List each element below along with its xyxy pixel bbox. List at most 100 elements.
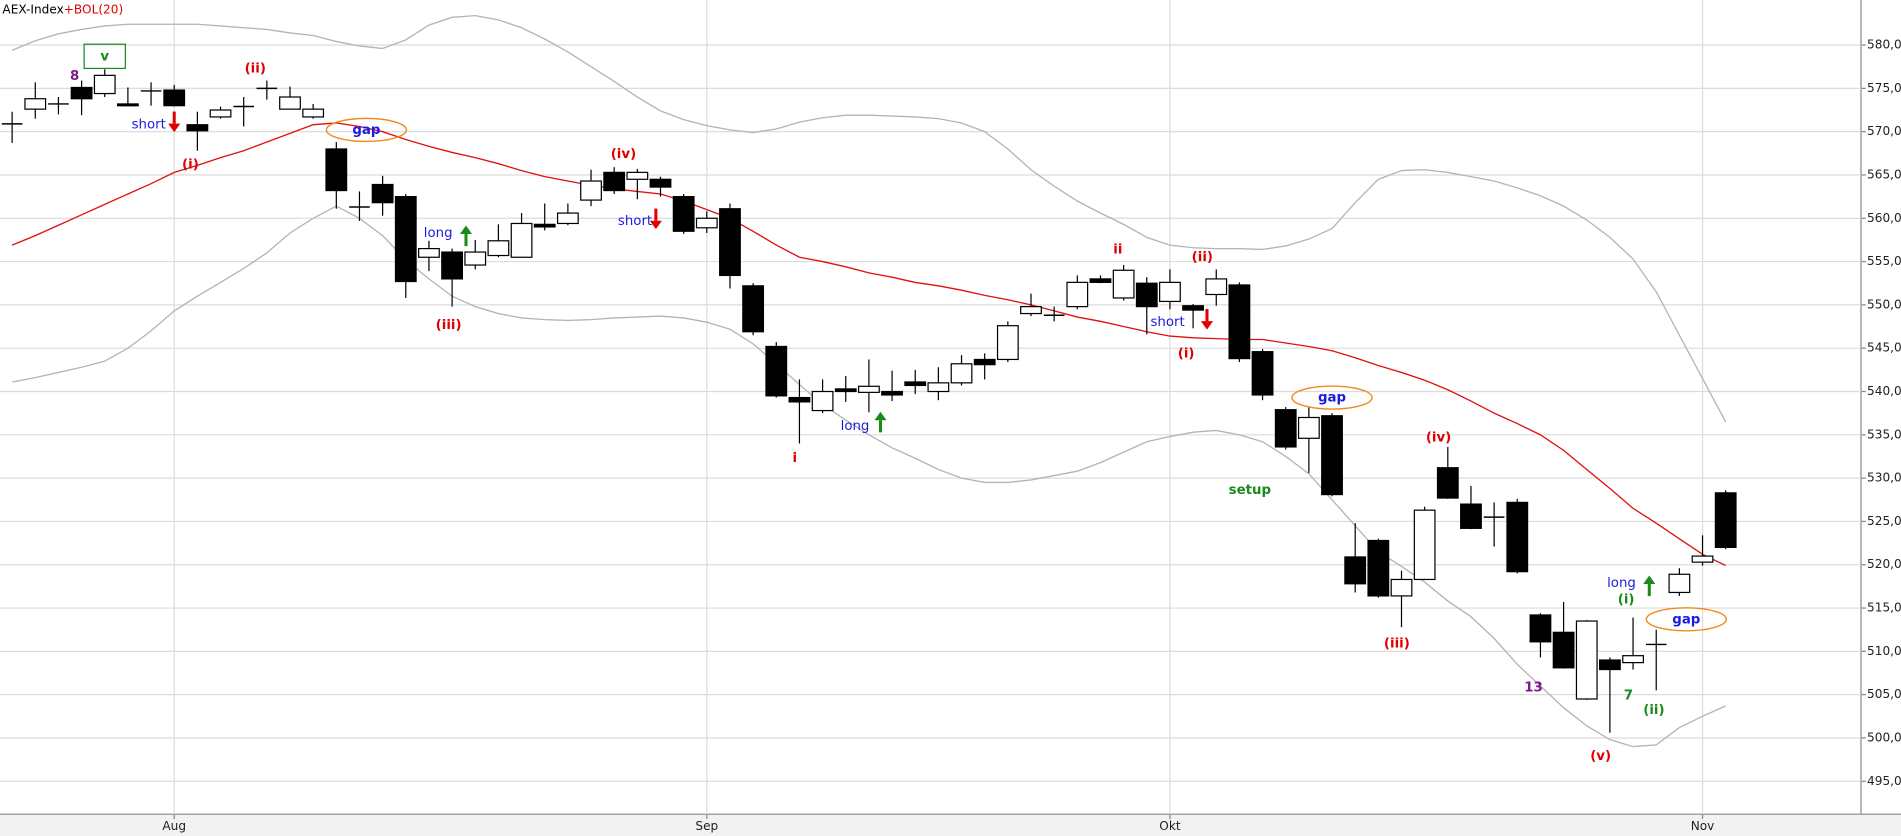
candle-body: [1251, 351, 1274, 396]
candle-body: [302, 108, 325, 118]
candle-body: [927, 382, 950, 393]
annotation: short: [132, 118, 166, 133]
annotation: (ii): [1192, 250, 1213, 265]
candle-body: [1228, 284, 1251, 360]
candle-body: [695, 217, 718, 229]
candle-body: [1182, 305, 1205, 311]
candle-body: [811, 390, 834, 412]
candle-body: [857, 385, 880, 393]
annotation: (iii): [436, 318, 462, 333]
candle-body: [556, 212, 579, 225]
indicator: +BOL(20): [64, 2, 123, 16]
title: AEX-Index: [2, 2, 63, 16]
annotations: v 8 (ii) short (i) gap long (iii) (iv) short i long…: [70, 43, 1728, 764]
candle-body: [464, 251, 487, 266]
annotation: (iv): [1426, 430, 1451, 445]
signal-arrow-head: [649, 220, 662, 230]
candle-body: [1598, 659, 1621, 671]
signal-arrow-head: [168, 123, 181, 133]
annotation: (iii): [1384, 637, 1410, 652]
candle-body: [580, 180, 602, 201]
candle-body: [24, 98, 47, 110]
candle-body: [1205, 278, 1228, 296]
annotation: short: [618, 214, 652, 229]
y-tick-label: 555,00: [1867, 254, 1901, 268]
candle-body: [1159, 281, 1181, 303]
y-tick-label: 510,00: [1867, 644, 1901, 658]
y-tick-label: 505,00: [1867, 687, 1901, 701]
candle-body: [279, 96, 301, 110]
x-tick-label: Aug: [162, 819, 186, 833]
annotation: 13: [1524, 681, 1543, 696]
y-tick-label: 545,00: [1867, 341, 1901, 355]
annotation: 7: [1624, 689, 1633, 704]
candle-body: [649, 178, 672, 188]
annotation: (v): [1590, 749, 1611, 764]
signal-arrow-head: [874, 411, 887, 421]
candle-body: [1112, 269, 1135, 299]
signal-arrow-head: [459, 225, 473, 235]
candle-body: [1413, 509, 1436, 581]
signal-arrow-head: [1200, 321, 1214, 330]
annotation: (i): [182, 158, 199, 173]
x-tick-label: Sep: [695, 819, 718, 833]
middle-band: [11, 122, 1726, 567]
candle-body: [209, 109, 232, 118]
upper-band: [11, 14, 1727, 423]
x-tick-label: Nov: [1691, 819, 1715, 833]
grid: [0, 0, 1861, 815]
candle-body: [116, 103, 139, 107]
candle-body: [1367, 539, 1390, 597]
candle-body: [996, 325, 1019, 361]
x-axis-band: [0, 814, 1901, 836]
candle-body: [765, 345, 788, 397]
annotation: setup: [1229, 483, 1271, 498]
candle-body: [719, 208, 741, 277]
annotation: gap: [1318, 391, 1346, 406]
y-tick-label: 565,00: [1867, 167, 1901, 181]
candle-body: [371, 183, 394, 204]
annotation: gap: [352, 123, 380, 138]
y-tick-label: 500,00: [1867, 730, 1901, 744]
y-tick-label: 550,00: [1867, 297, 1901, 311]
y-tick-label: 495,00: [1867, 774, 1901, 788]
annotation: long: [1607, 576, 1636, 591]
candle-body: [186, 124, 209, 132]
candle-body: [163, 89, 186, 107]
annotation: (iv): [611, 147, 636, 162]
y-tick-label: 535,00: [1867, 427, 1901, 441]
label-box: [83, 43, 126, 70]
candle-body: [1089, 278, 1112, 283]
candle-body: [950, 363, 973, 384]
signal-arrow-head: [1643, 575, 1656, 584]
candle-body: [1622, 655, 1644, 664]
candle-body: [603, 171, 626, 192]
candle-body: [487, 240, 510, 257]
x-tick-label: Okt: [1159, 819, 1181, 833]
candle-body: [1135, 282, 1158, 308]
candle-body: [973, 358, 996, 366]
candle-body: [904, 381, 927, 387]
candle-body: [441, 251, 464, 280]
gap-ellipse: [1645, 607, 1728, 632]
candle-body: [418, 247, 440, 258]
annotation: short: [1150, 315, 1184, 330]
candle-body: [1714, 492, 1737, 549]
y-tick-label: 520,00: [1867, 557, 1901, 571]
candles: [1, 69, 1737, 733]
annotation: v: [100, 49, 109, 64]
candle-body: [1436, 467, 1459, 499]
candle-body: [1390, 578, 1413, 597]
bollinger-bands: [11, 14, 1727, 748]
candle-body: [672, 196, 695, 232]
candle-body: [1575, 620, 1598, 700]
y-tick-label: 525,00: [1867, 514, 1901, 528]
candle-body: [1691, 555, 1714, 563]
chart-title: AEX-Index+BOL(20): [2, 2, 123, 16]
candle-body: [788, 396, 811, 403]
candle-body: [1506, 501, 1529, 573]
annotation: (ii): [245, 61, 266, 76]
annotation: ii: [1113, 242, 1122, 257]
